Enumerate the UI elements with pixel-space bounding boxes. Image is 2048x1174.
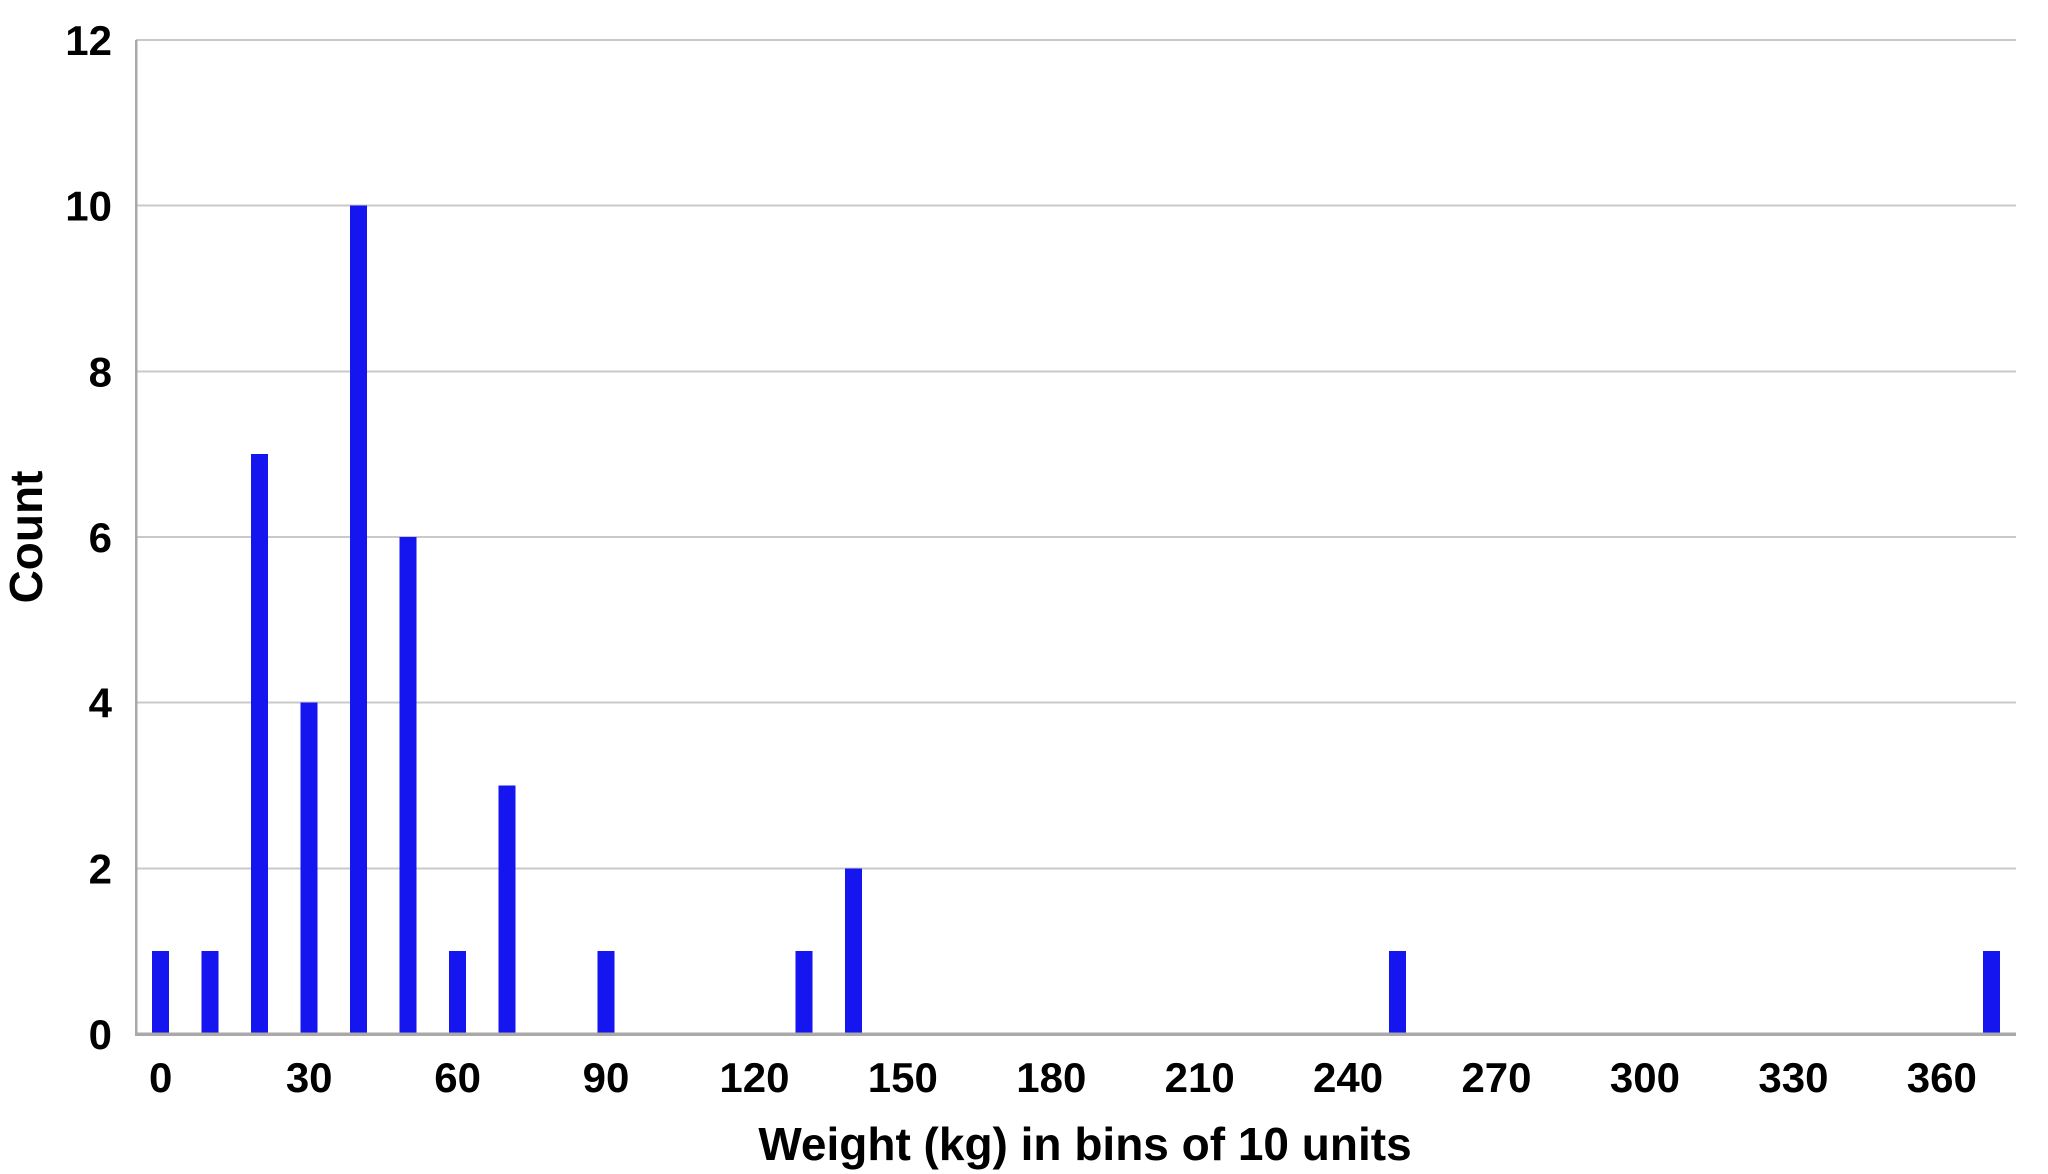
- bar-bin-60: [449, 951, 467, 1034]
- bar-bin-50: [399, 537, 417, 1034]
- x-tick-label-360: 360: [1907, 1054, 1977, 1101]
- x-tick-label-150: 150: [868, 1054, 938, 1101]
- bar-bin-40: [350, 205, 368, 1034]
- x-tick-label-270: 270: [1461, 1054, 1531, 1101]
- bar-bin-130: [795, 951, 813, 1034]
- gridlines: [136, 39, 2016, 870]
- y-tick-label-10: 10: [65, 183, 112, 230]
- bar-bin-370: [1982, 951, 2000, 1034]
- y-tick-label-12: 12: [65, 17, 112, 64]
- bar-bin-30: [300, 702, 318, 1034]
- y-tick-label-2: 2: [89, 845, 112, 892]
- x-axis-tick-labels: 0 30 60 90 120 150 180 210 240 270 300 330 360: [149, 1054, 1977, 1101]
- bar-bin-90: [597, 951, 615, 1034]
- y-tick-label-4: 4: [89, 680, 113, 727]
- x-axis-title: Weight (kg) in bins of 10 units: [758, 1118, 1411, 1170]
- bar-bin-70: [498, 785, 516, 1034]
- bar-bin-250: [1389, 951, 1407, 1034]
- y-axis-tick-labels: 0 2 4 6 8 10 12: [65, 17, 112, 1058]
- x-tick-label-90: 90: [583, 1054, 630, 1101]
- x-tick-label-180: 180: [1016, 1054, 1086, 1101]
- x-tick-label-210: 210: [1165, 1054, 1235, 1101]
- x-tick-label-30: 30: [286, 1054, 333, 1101]
- y-axis-title: Count: [0, 471, 52, 604]
- bar-bin-0: [152, 951, 170, 1034]
- bars: [152, 205, 2000, 1034]
- y-tick-label-6: 6: [89, 514, 112, 561]
- x-tick-label-330: 330: [1758, 1054, 1828, 1101]
- x-tick-label-120: 120: [719, 1054, 789, 1101]
- axes: [134, 40, 2016, 1036]
- x-tick-label-60: 60: [434, 1054, 481, 1101]
- x-tick-label-300: 300: [1610, 1054, 1680, 1101]
- bar-bin-10: [201, 951, 219, 1034]
- y-tick-label-8: 8: [89, 348, 112, 395]
- bar-bin-140: [844, 868, 862, 1034]
- y-tick-label-0: 0: [89, 1011, 112, 1058]
- x-tick-label-0: 0: [149, 1054, 172, 1101]
- x-tick-label-240: 240: [1313, 1054, 1383, 1101]
- bar-bin-20: [251, 454, 269, 1034]
